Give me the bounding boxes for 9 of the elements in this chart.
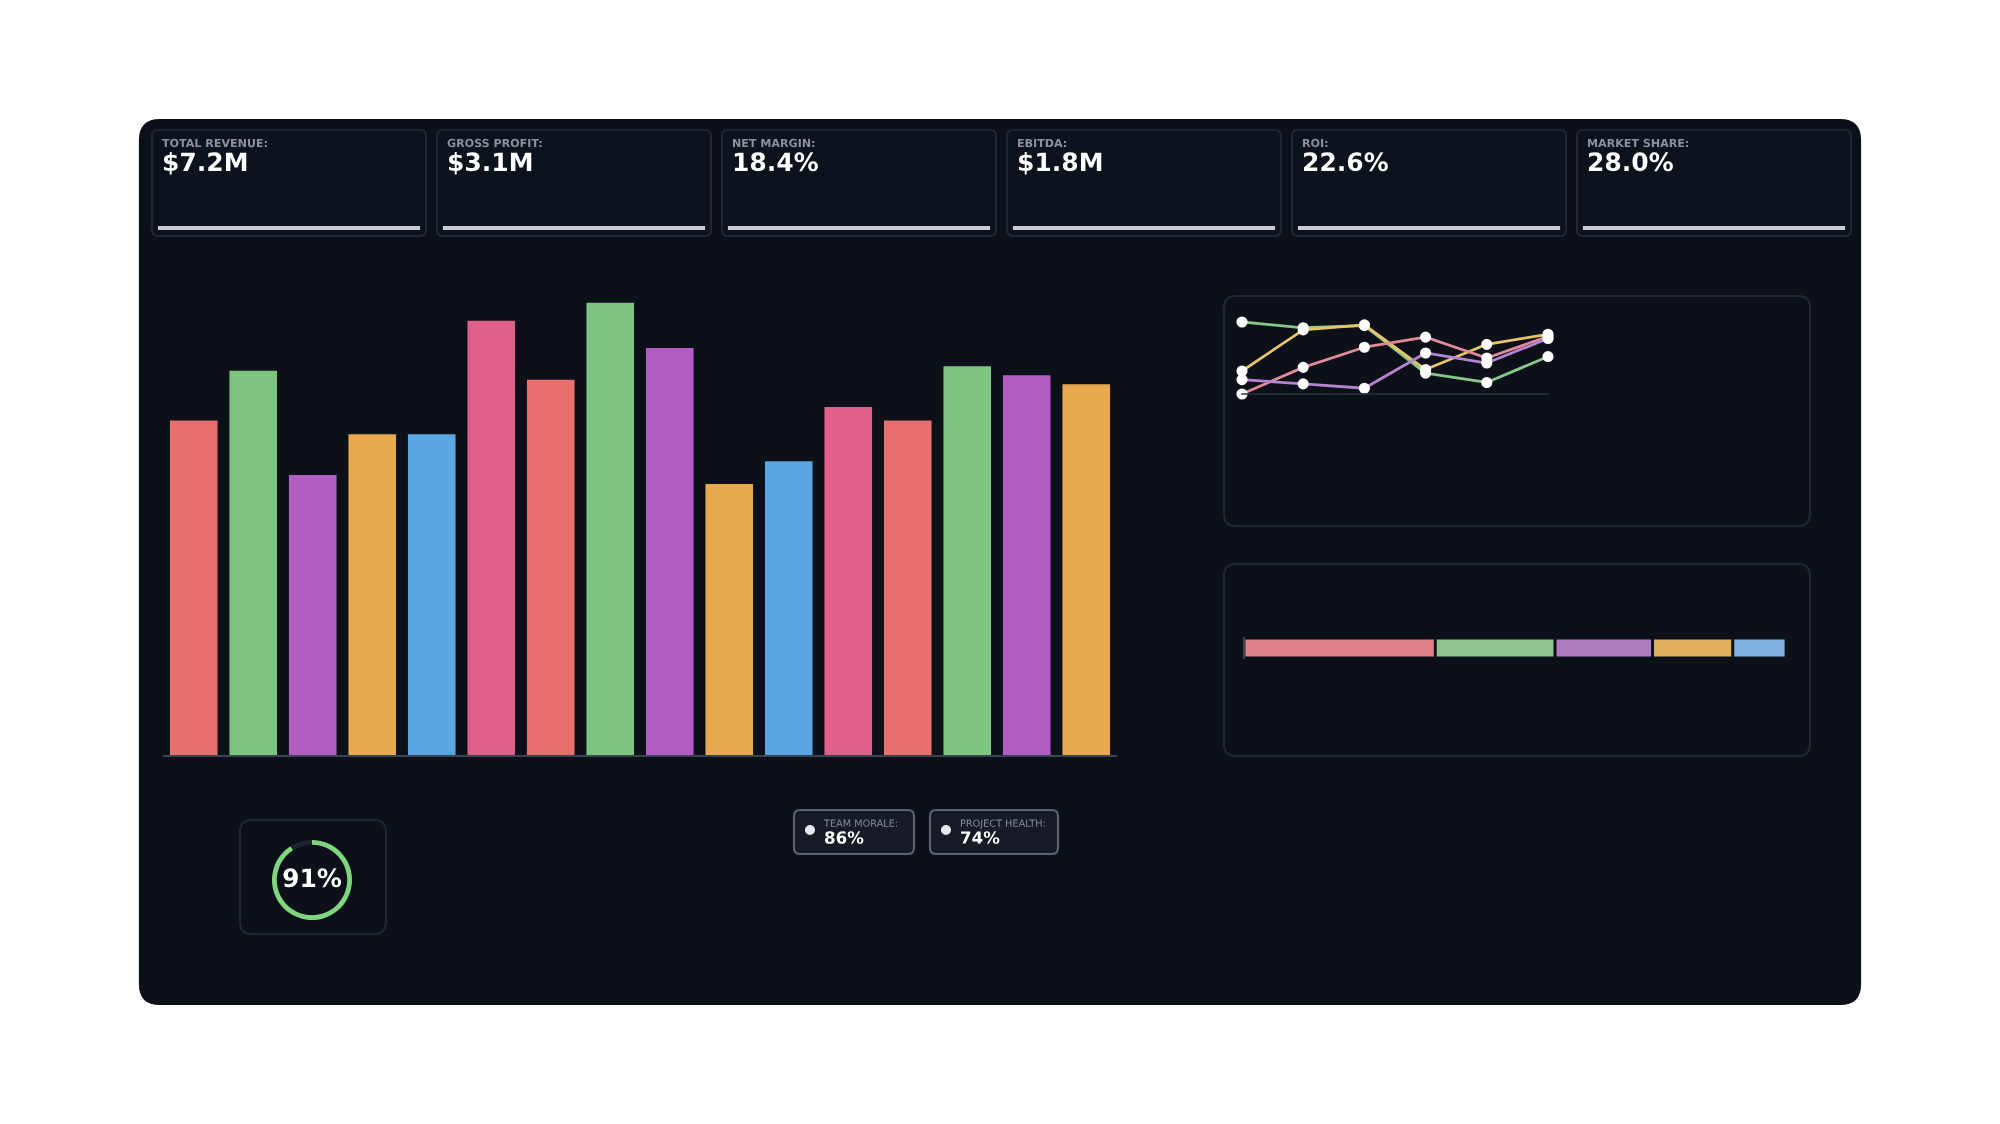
data-label: 91% xyxy=(283,868,342,888)
text: 18.4% xyxy=(734,152,818,172)
text: 74% xyxy=(961,831,1000,844)
text: 22.6% xyxy=(1303,152,1388,172)
text: 28.0% xyxy=(1588,152,1673,172)
text: $7.2M xyxy=(163,151,247,175)
text: $1.8M xyxy=(1018,151,1102,175)
text: $3.1M xyxy=(448,151,532,175)
text: 86% xyxy=(825,831,864,844)
